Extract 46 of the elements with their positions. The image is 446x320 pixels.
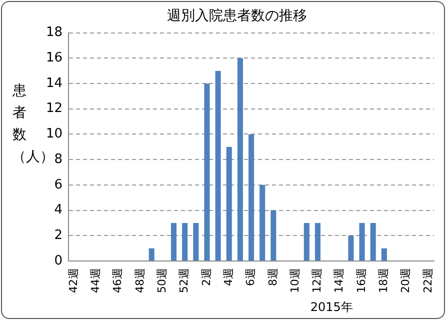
x-tick-label: 14週 [332,268,346,294]
x-tick-label: 22週 [421,268,434,294]
bar [381,248,387,261]
y-tick-label: 4 [54,202,63,218]
bar [314,222,320,261]
x-tick-label: 6週 [244,268,258,286]
y-tick-label: 6 [54,177,63,192]
x-tick-label: 18週 [377,268,390,294]
bar [237,58,243,261]
chart-title: 週別入院患者数の推移 [167,8,307,24]
x-tick-label: 2週 [200,268,213,286]
y-tick-label: 2 [54,228,63,244]
x-tick-label: 4週 [222,268,235,286]
text: 2015年 [310,300,353,314]
y-tick-label: 10 [46,126,63,142]
bar [260,184,266,261]
bar [359,222,365,261]
y-tick-label: 0 [54,253,63,268]
y-tick-label: 8 [54,152,63,167]
x-tick-label: 20週 [399,268,412,294]
bar [148,248,154,261]
bar [248,134,254,261]
bar [215,70,221,261]
x-tick-label: 50週 [156,268,169,294]
x-tick-label: 12週 [310,268,324,294]
y-tick-label: 16 [46,50,63,66]
y-tick-label: 12 [46,101,63,116]
x-tick-label: 48週 [133,268,146,294]
bar [270,210,276,261]
x-tick-label: 44週 [89,268,102,294]
x-tick-label: 16週 [354,268,368,294]
bar [348,236,354,261]
bar [370,222,376,261]
bar [204,84,210,261]
y-tick-label: 18 [46,25,63,40]
bar [193,222,199,261]
x-tick-label: 42週 [66,268,80,294]
x-tick-label: 10週 [288,268,302,294]
y-tick-label: 14 [46,76,63,91]
x-tick-label: 46週 [111,268,124,294]
x-tick-label: 8週 [266,268,280,286]
bar [226,146,232,261]
bar [304,222,310,261]
x-tick-label: 52週 [178,268,191,294]
bar [182,222,188,261]
bar [170,222,177,261]
